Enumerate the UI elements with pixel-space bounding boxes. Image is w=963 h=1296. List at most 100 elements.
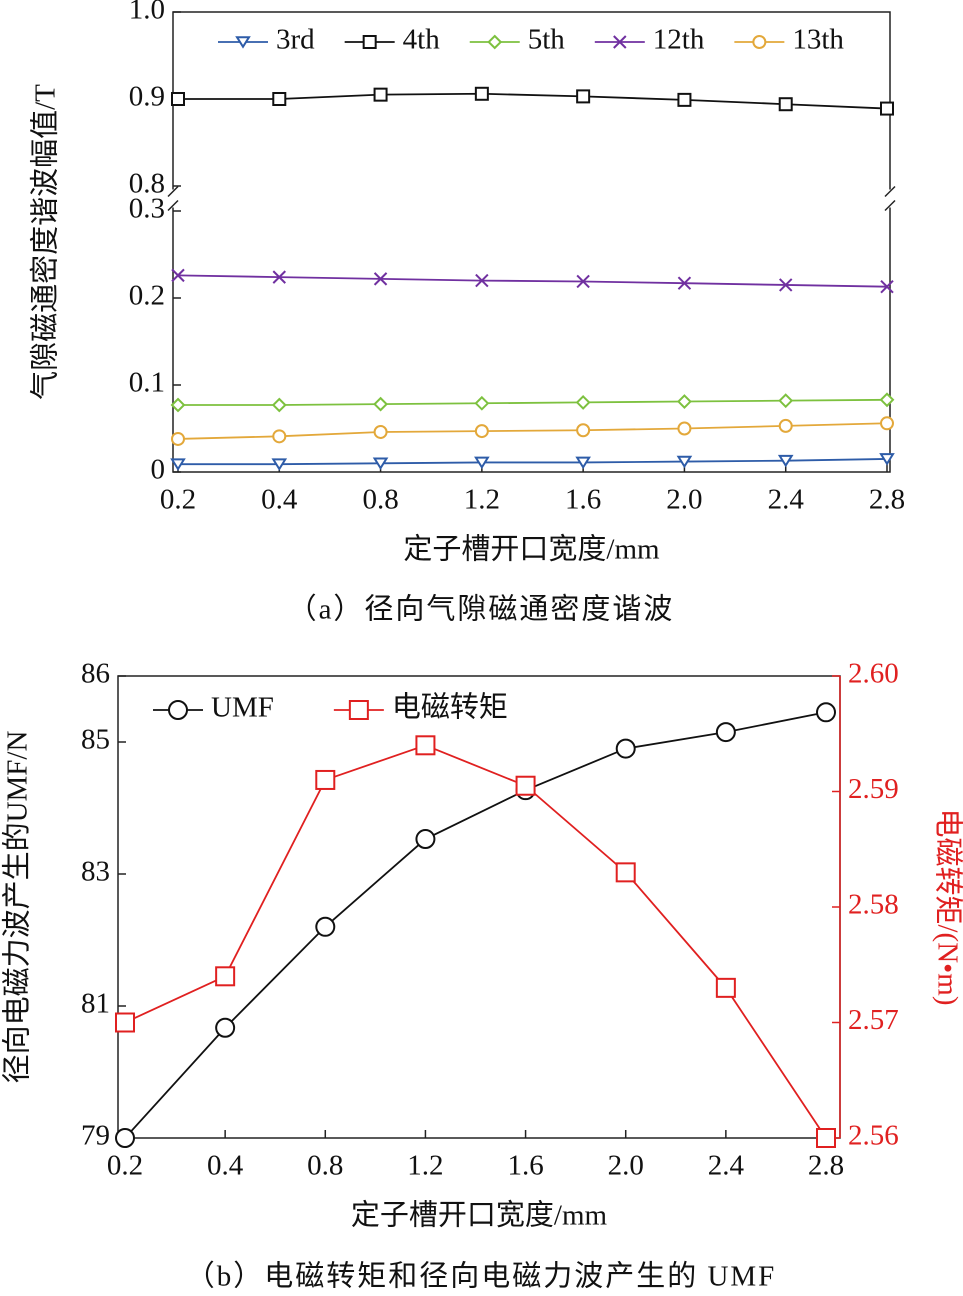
marker	[880, 416, 894, 431]
marker	[676, 455, 693, 469]
legend-label: 电磁转矩	[392, 691, 508, 724]
marker	[272, 270, 286, 284]
y-axis-label: 气隙磁通密度谐波幅值/T	[29, 84, 62, 400]
marker	[816, 1128, 836, 1148]
y-tick-label: 86	[81, 658, 110, 690]
y-tick-label: 0.8	[129, 168, 165, 200]
series-line	[178, 458, 888, 466]
caption: （a）径向气隙磁通密度谐波	[288, 593, 675, 626]
x-tick-label: 2.4	[768, 484, 805, 516]
marker	[373, 87, 388, 102]
marker	[315, 916, 336, 937]
marker	[170, 397, 186, 413]
marker	[615, 862, 636, 883]
axis-break	[884, 199, 896, 212]
x-axis-label: 定子槽开口宽度/mm	[351, 1199, 608, 1232]
x-tick-label: 2.0	[666, 484, 702, 516]
x-tick-label: 2.8	[808, 1150, 844, 1182]
marker	[272, 92, 287, 106]
y-tick-label: 0.1	[129, 367, 165, 399]
marker	[816, 702, 836, 723]
x-tick-label: 0.8	[307, 1150, 343, 1182]
series-line	[178, 398, 888, 406]
y2-axis-label: 电磁转矩/(N•m)	[931, 808, 963, 1005]
y2-tick-label: 2.56	[848, 1120, 899, 1152]
x-tick-label: 1.6	[507, 1150, 543, 1182]
legend-marker	[487, 34, 503, 50]
marker	[115, 1012, 135, 1033]
legend-label: 3rd	[276, 24, 315, 56]
marker	[373, 396, 388, 412]
marker	[474, 395, 490, 411]
marker	[677, 92, 692, 107]
caption: （b）电磁转矩和径向电磁力波产生的 UMF	[186, 1260, 777, 1293]
marker	[715, 722, 736, 743]
marker	[778, 393, 794, 409]
x-tick-label: 1.2	[464, 484, 500, 516]
x-tick-label: 0.8	[362, 484, 398, 516]
marker	[575, 456, 591, 470]
y-tick-label: 83	[81, 856, 110, 888]
marker	[272, 429, 287, 444]
series-line	[177, 274, 888, 288]
marker	[215, 966, 236, 987]
x-axis-label: 定子槽开口宽度/mm	[403, 533, 660, 566]
marker	[576, 89, 591, 104]
y2-tick-label: 2.60	[848, 658, 899, 690]
legend-marker	[752, 35, 767, 49]
marker	[215, 1017, 236, 1038]
marker	[777, 454, 794, 468]
y-tick-label: 79	[81, 1120, 110, 1152]
marker	[171, 268, 185, 283]
marker	[475, 273, 489, 288]
marker	[474, 424, 489, 439]
series-line	[177, 422, 888, 440]
marker	[615, 738, 636, 759]
legend-marker	[613, 35, 627, 49]
marker	[170, 458, 186, 471]
legend-marker	[168, 700, 188, 720]
series-line	[178, 92, 888, 110]
marker	[415, 829, 436, 850]
marker	[575, 394, 591, 410]
legend-marker	[362, 35, 377, 49]
legend-marker	[235, 36, 251, 49]
y2-tick-label: 2.59	[848, 773, 899, 805]
y-tick-label: 0	[151, 454, 166, 486]
axis-break	[167, 185, 179, 198]
marker	[474, 456, 490, 470]
marker	[115, 1128, 135, 1148]
axis-break	[167, 199, 179, 212]
marker	[879, 392, 895, 408]
marker	[373, 424, 388, 439]
y-tick-label: 0.3	[129, 193, 165, 225]
y-tick-label: 0.9	[129, 81, 165, 113]
y-tick-label: 0.2	[129, 280, 165, 312]
marker	[373, 272, 388, 286]
series-line	[124, 711, 827, 1139]
plot-frame	[117, 675, 841, 1139]
legend-label: 13th	[792, 24, 844, 56]
legend-label: UMF	[211, 692, 274, 724]
x-tick-label: 0.2	[107, 1150, 143, 1182]
legend-label: 4th	[403, 24, 441, 56]
marker	[778, 97, 793, 112]
legend-marker	[348, 700, 369, 720]
y-axis-label: 径向电磁力波产生的UMF/N	[1, 731, 34, 1084]
x-tick-label: 1.2	[407, 1150, 443, 1182]
marker	[677, 421, 692, 436]
y2-tick-label: 2.57	[848, 1004, 899, 1036]
marker	[779, 278, 793, 292]
marker	[315, 769, 336, 790]
series-line	[124, 744, 827, 1139]
plot-frame	[172, 11, 891, 473]
marker	[880, 279, 894, 294]
marker	[271, 397, 287, 413]
x-tick-label: 0.4	[261, 484, 298, 516]
y-tick-label: 85	[81, 724, 110, 756]
y-tick-label: 81	[81, 988, 110, 1020]
marker	[415, 735, 436, 756]
marker	[677, 394, 692, 409]
marker	[372, 457, 389, 470]
